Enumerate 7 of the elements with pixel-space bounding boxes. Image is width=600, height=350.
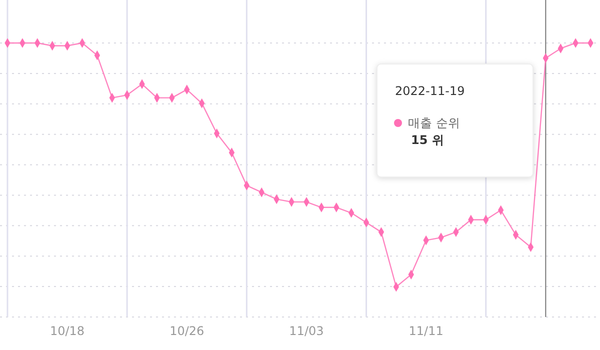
annotation: 2022-11-19 — [395, 84, 465, 98]
x-tick-label: 10/18 — [50, 324, 85, 338]
annotation: 15 위 — [411, 133, 444, 147]
legend-label: 매출 순위 — [408, 116, 460, 130]
x-tick-label: 11/03 — [289, 324, 324, 338]
x-tick-label: 11/11 — [408, 324, 444, 338]
x-tick-label: 10/26 — [170, 324, 204, 338]
